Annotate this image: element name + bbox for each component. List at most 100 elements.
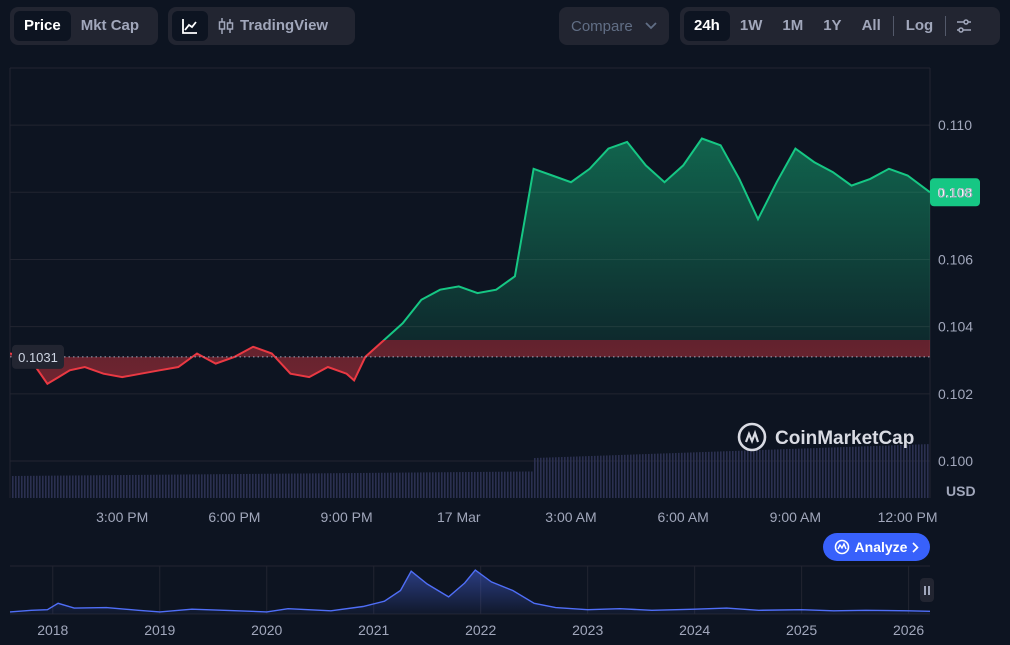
volume-bar [372, 472, 374, 498]
volume-bar [558, 457, 560, 498]
currency-label: USD [946, 483, 976, 499]
volume-bar [156, 474, 158, 498]
volume-bar [759, 450, 761, 498]
tradingview-label: TradingView [240, 17, 329, 34]
volume-bar [804, 448, 806, 498]
volume-bar [663, 453, 665, 498]
range-24h[interactable]: 24h [684, 11, 730, 41]
volume-bar [669, 453, 671, 498]
volume-bar [264, 473, 266, 498]
log-scale-button[interactable]: Log [905, 17, 934, 34]
volume-bar [423, 472, 425, 498]
volume-bar [579, 456, 581, 498]
volume-bar [921, 444, 923, 498]
volume-bar [24, 475, 26, 498]
volume-bar [54, 475, 56, 498]
volume-bar [207, 474, 209, 498]
volume-bar [210, 474, 212, 498]
volume-bar [795, 448, 797, 498]
volume-bar [735, 450, 737, 498]
volume-bar [771, 449, 773, 498]
volume-bar [231, 474, 233, 498]
tab-mktcap[interactable]: Mkt Cap [80, 17, 140, 34]
volume-bar [294, 473, 296, 498]
volume-bar [339, 473, 341, 498]
volume-bar [702, 452, 704, 498]
volume-bar [63, 475, 65, 498]
volume-bar [858, 446, 860, 498]
volume-bar [201, 474, 203, 498]
volume-bar [252, 473, 254, 498]
range-1m[interactable]: 1M [782, 17, 804, 34]
volume-bar [414, 472, 416, 498]
range-all[interactable]: All [861, 17, 881, 34]
y-tick-label: 0.102 [938, 386, 973, 402]
chart-type-toggle: TradingView [168, 7, 355, 45]
chevron-right-icon [912, 541, 920, 553]
volume-bar [726, 451, 728, 498]
overview-area [10, 570, 930, 614]
volume-bar [120, 475, 122, 498]
volume-bar [855, 446, 857, 498]
volume-bar [486, 471, 488, 498]
overview-year-label: 2020 [251, 622, 282, 638]
volume-bar [894, 445, 896, 498]
volume-bar [267, 473, 269, 498]
volume-bar [609, 455, 611, 498]
volume-bar [297, 473, 299, 498]
volume-bar [636, 454, 638, 498]
volume-bar [198, 474, 200, 498]
volume-bar [789, 448, 791, 498]
volume-bar [540, 457, 542, 498]
volume-bar [399, 472, 401, 498]
volume-bar [813, 448, 815, 498]
x-tick-label: 12:00 PM [878, 509, 938, 525]
volume-bar [738, 450, 740, 498]
volume-bar [873, 446, 875, 498]
price-series: 0.1031 0.108 [10, 137, 980, 386]
volume-bar [615, 455, 617, 498]
tradingview-button[interactable]: TradingView [208, 11, 338, 41]
compare-dropdown[interactable]: Compare [559, 7, 669, 45]
volume-bar [765, 449, 767, 498]
volume-bar [651, 453, 653, 498]
settings-button[interactable] [948, 11, 980, 41]
volume-bar [75, 475, 77, 498]
x-tick-label: 3:00 PM [96, 509, 148, 525]
analyze-button[interactable]: Analyze [823, 533, 930, 561]
volume-bar [411, 472, 413, 498]
volume-bar [723, 451, 725, 498]
range-1y[interactable]: 1Y [823, 17, 842, 34]
volume-bar [354, 473, 356, 498]
volume-bar [330, 473, 332, 498]
pause-icon [924, 585, 926, 595]
y-tick-label: 0.100 [938, 453, 973, 469]
volume-bar [501, 471, 503, 498]
volume-bar [171, 474, 173, 498]
volume-bar [261, 473, 263, 498]
volume-bar [534, 457, 536, 498]
volume-bar [348, 473, 350, 498]
volume-bar [114, 475, 116, 498]
volume-bar [387, 472, 389, 498]
volume-bar [750, 450, 752, 498]
y-tick-label: 0.104 [938, 319, 973, 335]
volume-bar [918, 444, 920, 498]
baseline-value: 0.1031 [18, 350, 58, 365]
tab-price[interactable]: Price [14, 11, 71, 41]
range-1w[interactable]: 1W [739, 17, 763, 34]
candlestick-icon [218, 18, 234, 34]
volume-bar [594, 455, 596, 498]
volume-bar [642, 454, 644, 498]
volume-bar [732, 450, 734, 498]
volume-bar [441, 472, 443, 498]
volume-bar [408, 472, 410, 498]
overview-navigator[interactable]: 2018 2019 2020 2021 2022 2023 2024 2025 2026 [9, 565, 931, 638]
pause-button[interactable] [920, 578, 934, 602]
volume-bar [450, 472, 452, 498]
volume-bar [321, 473, 323, 498]
volume-bar [657, 453, 659, 498]
volume-bar [96, 475, 98, 498]
line-chart-button[interactable] [172, 11, 208, 41]
volume-bar [912, 444, 914, 498]
